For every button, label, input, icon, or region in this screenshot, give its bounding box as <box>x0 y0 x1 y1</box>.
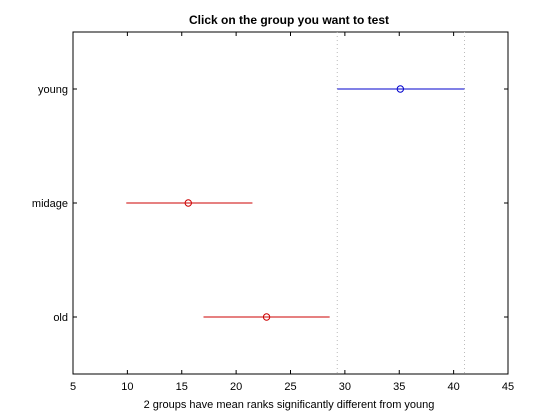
group-interval-old[interactable] <box>203 313 330 321</box>
group-intervals[interactable] <box>126 85 465 321</box>
x-tick-label: 5 <box>70 381 76 393</box>
mean-marker-young[interactable] <box>396 85 405 93</box>
x-tick-label: 15 <box>176 381 188 393</box>
chart-title: Click on the group you want to test <box>189 13 389 27</box>
y-tick-label-young[interactable]: young <box>38 84 68 96</box>
x-tick-label: 30 <box>339 381 351 393</box>
y-axis: young midage old <box>32 84 508 324</box>
group-interval-young[interactable] <box>337 85 465 93</box>
mean-marker-midage[interactable] <box>184 199 192 207</box>
x-tick-label: 10 <box>121 381 133 393</box>
y-tick-label-old[interactable]: old <box>53 312 68 324</box>
x-tick-label: 45 <box>502 381 514 393</box>
x-tick-label: 25 <box>284 381 296 393</box>
y-tick-label-midage[interactable]: midage <box>32 198 68 210</box>
x-tick-label: 20 <box>230 381 242 393</box>
group-interval-midage[interactable] <box>126 199 253 207</box>
x-tick-label: 40 <box>448 381 460 393</box>
x-tick-label: 35 <box>393 381 405 393</box>
x-axis: 5 10 15 20 25 30 35 40 45 <box>70 32 514 393</box>
mean-marker-old[interactable] <box>262 313 271 321</box>
x-axis-label: 2 groups have mean ranks significantly d… <box>144 399 435 411</box>
